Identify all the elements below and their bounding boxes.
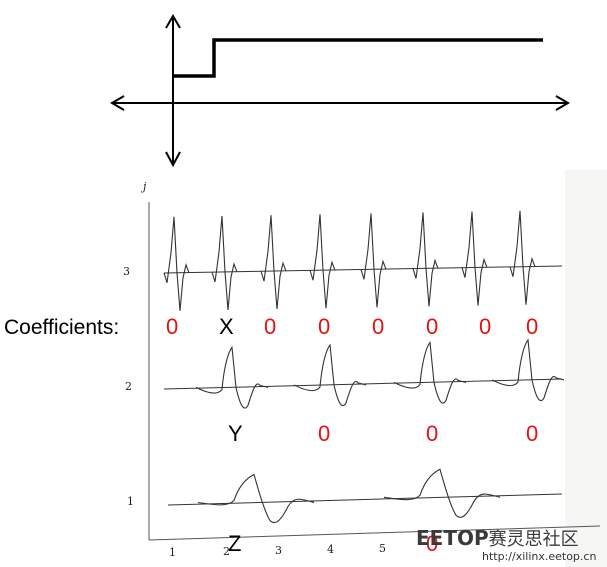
watermark-brand: EETOP赛灵思社区 [416,526,579,550]
coef-j3-8: 0 [526,314,538,339]
wavelet-j2-3 [393,341,467,404]
wavelets-j2 [195,338,565,409]
coefficients-label: Coefficients: [4,316,119,339]
scan-page-edge [565,170,607,567]
coef-j3-2: X [219,314,234,339]
x-tick-4: 4 [327,543,334,556]
wavelet-j3-3 [260,215,287,310]
wavelets-j1 [197,468,501,524]
plot-x-axis [148,525,601,541]
j-tick-2: 2 [125,380,132,393]
wavelet-plot: j 3 2 1 1 2 3 4 5 [123,180,601,559]
wavelet-j2-1 [195,345,269,409]
coef-j2-2: 0 [318,421,330,446]
wavelet-j3-7 [461,211,488,306]
wavelet-j3-8 [509,210,536,305]
coef-j3-6: 0 [426,314,438,339]
coef-j1-2: 0 [426,531,438,556]
j-tick-3: 3 [123,265,130,278]
x-tick-5: 5 [379,542,386,555]
baseline-j3 [163,265,563,274]
wavelet-j3-2 [211,215,238,311]
j-tick-1: 1 [127,495,134,508]
coef-j2-3: 0 [426,421,438,446]
wavelet-j1-2 [383,468,501,518]
wavelet-j3-4 [309,214,336,309]
wavelets-j3 [163,210,536,311]
step-function-diagram [110,14,570,168]
x-tick-2: 2 [223,545,230,558]
wavelet-j3-1 [163,216,190,311]
down-arrow-icon [165,151,181,168]
coef-j2-4: 0 [526,421,538,446]
coef-j3-4: 0 [318,314,330,339]
wavelet-j2-4 [491,338,565,402]
baseline-j1 [167,493,563,506]
wavelet-j3-5 [360,213,387,308]
x-tick-3: 3 [275,544,282,557]
wavelet-j1-1 [197,473,315,524]
j-axis-label: j [140,180,147,193]
step-curve [173,38,543,78]
wavelet-j2-2 [293,343,367,407]
left-arrow-icon [110,95,125,111]
coef-j3-1: 0 [166,314,178,339]
wavelet-j3-6 [412,212,439,307]
coef-j3-3: 0 [264,314,276,339]
x-tick-1: 1 [169,546,176,559]
coef-j3-5: 0 [372,314,384,339]
watermark-url: http://xilinx.eetop.cn [482,550,596,563]
coefficients-overlay: Coefficients: 0 X 0 0 0 0 0 0 Y 0 0 0 Z … [4,314,538,556]
coef-j2-1: Y [228,421,243,446]
up-arrow-icon [165,14,181,29]
coef-j3-7: 0 [479,314,491,339]
watermark: EETOP赛灵思社区 http://xilinx.eetop.cn [416,526,596,563]
coef-j1-1: Z [228,531,241,556]
right-arrow-icon [555,95,570,111]
